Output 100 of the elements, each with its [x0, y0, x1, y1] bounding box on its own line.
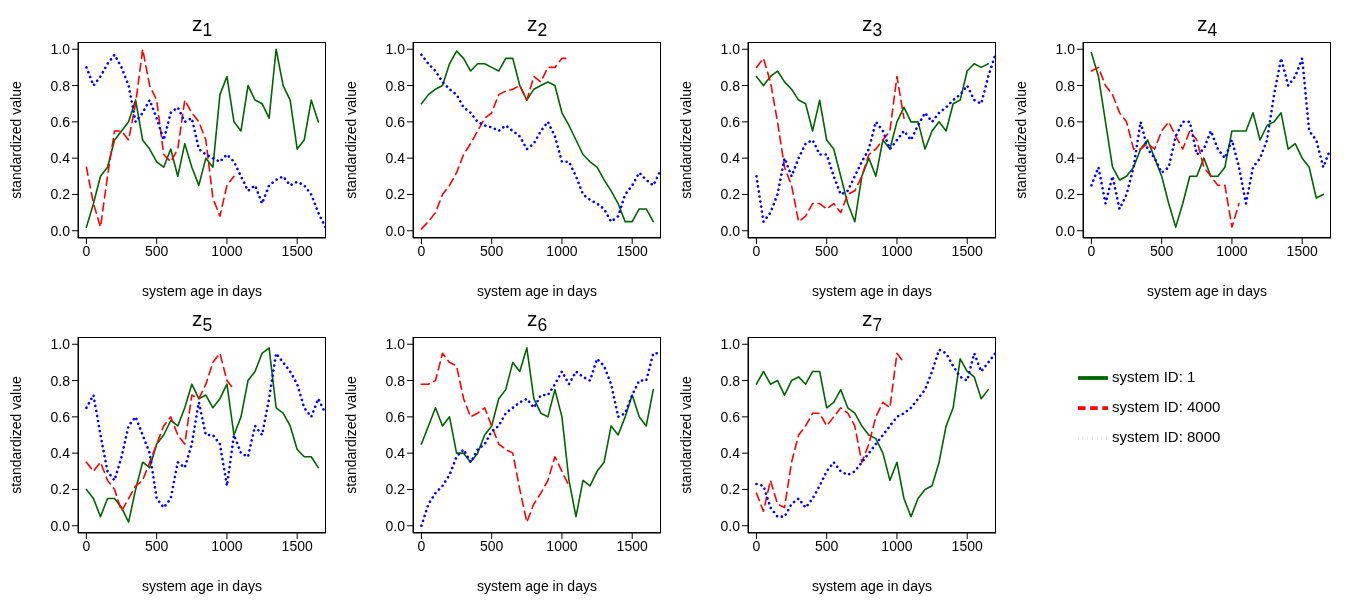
- y-tick-label: 0.8: [50, 77, 71, 94]
- line-series: [85, 352, 235, 513]
- y-axis-title: standardized value: [7, 376, 24, 494]
- y-tick-label: 0.8: [1055, 77, 1076, 94]
- y-tick-label: 1.0: [720, 336, 741, 353]
- x-tick-label: 1500: [951, 242, 983, 259]
- x-tick-label: 0: [417, 537, 426, 554]
- y-tick-label: 0.8: [720, 77, 741, 94]
- y-tick-label: 0.4: [720, 445, 741, 462]
- y-tick-label: 0.2: [50, 186, 71, 203]
- y-axis-title: standardized value: [677, 81, 694, 199]
- x-tick-label: 1000: [211, 242, 243, 259]
- y-tick-label: 1.0: [50, 336, 71, 353]
- chart-title: z$_{5}$: [190, 307, 214, 337]
- x-tick-label: 0: [82, 537, 91, 554]
- chart-title: z$_{1}$: [190, 12, 214, 42]
- y-tick-label: 0.2: [720, 481, 741, 498]
- x-axis-title: system age in days: [142, 578, 262, 594]
- y-axis-title: standardized value: [342, 81, 359, 199]
- y-tick-label: 0.6: [720, 113, 741, 130]
- y-axis-title: standardized value: [342, 376, 359, 494]
- x-axis-title: system age in days: [477, 578, 597, 594]
- y-tick-label: 0.2: [385, 186, 406, 203]
- x-tick-label: 500: [815, 242, 839, 259]
- x-tick-label: 1000: [881, 242, 913, 259]
- y-tick-label: 0.0: [50, 222, 71, 239]
- x-axis-title: system age in days: [477, 283, 597, 299]
- x-tick-label: 1500: [281, 242, 313, 259]
- y-tick-label: 0.6: [385, 113, 406, 130]
- y-tick-label: 0.0: [1055, 222, 1076, 239]
- y-tick-label: 1.0: [385, 336, 406, 353]
- x-tick-label: 1000: [546, 242, 578, 259]
- y-axis-title: standardized value: [7, 81, 24, 199]
- y-tick-label: 0.2: [1055, 186, 1076, 203]
- y-tick-label: 0.0: [50, 517, 71, 534]
- y-tick-label: 0.4: [50, 445, 71, 462]
- x-tick-label: 0: [1087, 242, 1096, 259]
- x-tick-label: 1500: [1286, 242, 1318, 259]
- x-tick-label: 1000: [211, 537, 243, 554]
- line-series: [755, 57, 905, 223]
- y-tick-label: 0.0: [385, 517, 406, 534]
- chart-title: z$_{6}$: [525, 307, 549, 337]
- x-tick-label: 0: [82, 242, 91, 259]
- chart-title: z$_{2}$: [525, 12, 549, 42]
- legend-label: system ID: 1: [1112, 367, 1196, 385]
- x-tick-label: 0: [752, 242, 761, 259]
- x-tick-label: 1000: [1216, 242, 1248, 259]
- x-axis-title: system age in days: [1147, 283, 1267, 299]
- legend-label: system ID: 8000: [1112, 427, 1221, 445]
- y-tick-label: 0.2: [720, 186, 741, 203]
- y-tick-label: 0.6: [720, 408, 741, 425]
- y-tick-label: 0.6: [50, 408, 71, 425]
- y-tick-label: 0.8: [385, 77, 406, 94]
- y-tick-label: 0.4: [1055, 150, 1076, 167]
- x-tick-label: 0: [417, 242, 426, 259]
- y-tick-label: 0.0: [385, 222, 406, 239]
- line-series: [755, 352, 905, 513]
- y-tick-label: 0.4: [50, 150, 71, 167]
- y-tick-label: 0.8: [50, 372, 71, 389]
- y-tick-label: 0.4: [385, 445, 406, 462]
- y-tick-label: 1.0: [50, 41, 71, 58]
- legend-label: system ID: 4000: [1112, 397, 1221, 415]
- y-tick-label: 1.0: [385, 41, 406, 58]
- y-axis-title: standardized value: [677, 376, 694, 494]
- y-tick-label: 0.2: [385, 481, 406, 498]
- line-series: [85, 48, 235, 228]
- chart-title: z$_{7}$: [860, 307, 884, 337]
- y-tick-label: 1.0: [1055, 41, 1076, 58]
- y-tick-label: 0.2: [50, 481, 71, 498]
- x-tick-label: 1500: [281, 537, 313, 554]
- x-tick-label: 1000: [546, 537, 578, 554]
- y-tick-label: 0.8: [385, 372, 406, 389]
- x-tick-label: 1500: [616, 242, 648, 259]
- y-tick-label: 0.6: [50, 113, 71, 130]
- y-tick-label: 1.0: [720, 41, 741, 58]
- line-series: [420, 57, 570, 230]
- y-tick-label: 0.0: [720, 222, 741, 239]
- x-tick-label: 500: [1150, 242, 1174, 259]
- line-series: [420, 352, 570, 523]
- x-axis-title: system age in days: [812, 283, 932, 299]
- x-tick-label: 500: [815, 537, 839, 554]
- y-tick-label: 0.0: [720, 517, 741, 534]
- x-tick-label: 500: [145, 242, 169, 259]
- x-tick-label: 500: [480, 242, 504, 259]
- y-tick-label: 0.8: [720, 372, 741, 389]
- x-tick-label: 0: [752, 537, 761, 554]
- x-tick-label: 1500: [951, 537, 983, 554]
- y-axis-title: standardized value: [1012, 81, 1029, 199]
- y-tick-label: 0.6: [1055, 113, 1076, 130]
- x-axis-title: system age in days: [812, 578, 932, 594]
- x-tick-label: 1000: [881, 537, 913, 554]
- x-axis-title: system age in days: [142, 283, 262, 299]
- line-series: [1090, 66, 1240, 228]
- x-tick-label: 500: [480, 537, 504, 554]
- y-tick-label: 0.4: [720, 150, 741, 167]
- x-tick-label: 1500: [616, 537, 648, 554]
- chart-title: z$_{4}$: [1195, 12, 1219, 42]
- y-tick-label: 0.6: [385, 408, 406, 425]
- chart-title: z$_{3}$: [860, 12, 884, 42]
- y-tick-label: 0.4: [385, 150, 406, 167]
